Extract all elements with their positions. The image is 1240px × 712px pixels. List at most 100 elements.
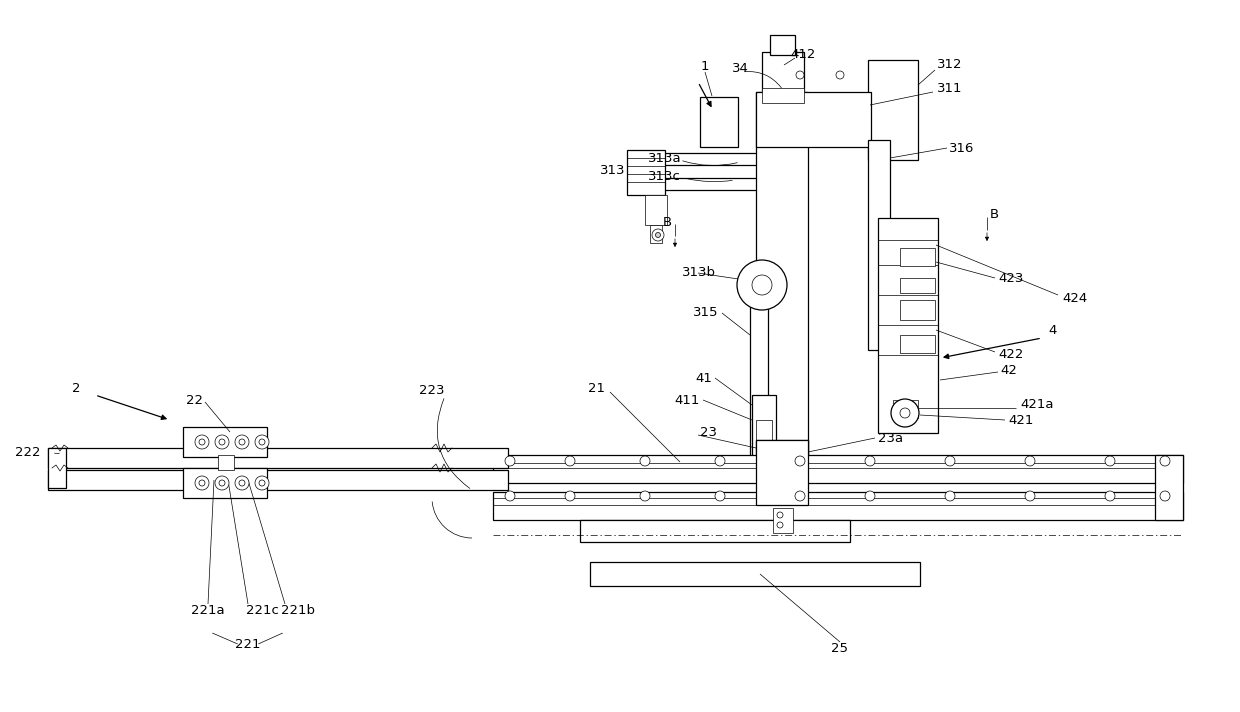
Bar <box>218 455 234 470</box>
Text: 316: 316 <box>950 142 975 155</box>
Circle shape <box>796 71 804 79</box>
Bar <box>893 400 918 418</box>
Text: 34: 34 <box>732 61 749 75</box>
Text: 4: 4 <box>1048 323 1056 337</box>
Circle shape <box>640 456 650 466</box>
Circle shape <box>1159 456 1171 466</box>
Bar <box>756 92 808 460</box>
Circle shape <box>795 456 805 466</box>
Text: 423: 423 <box>998 271 1023 285</box>
Bar <box>900 335 935 353</box>
Circle shape <box>198 439 205 445</box>
Text: 313a: 313a <box>649 152 682 164</box>
Bar <box>48 470 508 490</box>
Circle shape <box>866 456 875 466</box>
Circle shape <box>259 439 265 445</box>
Bar <box>756 440 808 505</box>
Circle shape <box>255 476 269 490</box>
Circle shape <box>751 275 773 295</box>
Text: 221b: 221b <box>281 604 315 617</box>
Text: 311: 311 <box>937 81 962 95</box>
Bar <box>756 92 808 460</box>
Text: 421a: 421a <box>1021 399 1054 412</box>
Bar <box>645 195 667 225</box>
Circle shape <box>892 399 919 427</box>
Circle shape <box>195 476 210 490</box>
Bar <box>868 60 918 160</box>
Circle shape <box>795 491 805 501</box>
Circle shape <box>1025 456 1035 466</box>
Circle shape <box>640 491 650 501</box>
Bar <box>756 440 808 472</box>
Text: 22: 22 <box>186 394 203 407</box>
Bar <box>48 448 508 468</box>
Text: 23a: 23a <box>878 431 903 444</box>
Bar <box>627 150 665 195</box>
Bar <box>900 278 935 293</box>
Circle shape <box>239 439 246 445</box>
Text: 313: 313 <box>599 164 625 177</box>
Circle shape <box>215 435 229 449</box>
Text: 222: 222 <box>15 446 40 459</box>
Text: 23: 23 <box>701 426 717 439</box>
Circle shape <box>236 435 249 449</box>
Text: 2: 2 <box>72 382 81 394</box>
Circle shape <box>866 491 875 501</box>
Bar <box>701 97 738 147</box>
Text: 422: 422 <box>998 348 1023 362</box>
Circle shape <box>777 512 782 518</box>
Circle shape <box>900 408 910 418</box>
Text: 424: 424 <box>1061 291 1087 305</box>
Bar <box>751 395 776 460</box>
Bar <box>756 92 870 147</box>
Circle shape <box>505 456 515 466</box>
Bar <box>184 427 267 457</box>
Text: 421: 421 <box>1008 414 1033 426</box>
Circle shape <box>945 491 955 501</box>
Circle shape <box>715 456 725 466</box>
Text: 223: 223 <box>419 384 445 397</box>
Text: 42: 42 <box>999 364 1017 377</box>
Bar <box>750 300 768 460</box>
Circle shape <box>239 480 246 486</box>
Bar <box>900 248 935 266</box>
Circle shape <box>1105 456 1115 466</box>
Text: 221c: 221c <box>246 604 279 617</box>
Bar <box>900 300 935 320</box>
Bar <box>494 492 1183 520</box>
Bar <box>756 440 808 505</box>
Bar <box>494 455 1183 483</box>
Circle shape <box>1159 491 1171 501</box>
Circle shape <box>255 435 269 449</box>
Bar <box>184 468 267 498</box>
Circle shape <box>565 456 575 466</box>
Text: 1: 1 <box>701 61 709 73</box>
Circle shape <box>945 456 955 466</box>
Bar <box>756 440 808 472</box>
Bar <box>590 562 920 586</box>
Bar <box>48 448 66 488</box>
Text: 412: 412 <box>790 48 816 61</box>
Circle shape <box>715 491 725 501</box>
Text: 313b: 313b <box>682 266 715 278</box>
Circle shape <box>198 480 205 486</box>
Bar <box>756 420 773 440</box>
Circle shape <box>219 480 224 486</box>
Bar <box>763 52 804 94</box>
Text: 221a: 221a <box>191 604 224 617</box>
Circle shape <box>777 522 782 528</box>
Bar <box>773 508 794 533</box>
Circle shape <box>259 480 265 486</box>
Bar <box>868 140 890 350</box>
Bar <box>770 35 795 55</box>
Text: 25: 25 <box>832 642 848 654</box>
Circle shape <box>1025 491 1035 501</box>
Text: 41: 41 <box>696 372 712 384</box>
Circle shape <box>1105 491 1115 501</box>
Circle shape <box>565 491 575 501</box>
Circle shape <box>219 439 224 445</box>
Bar <box>763 88 804 103</box>
Circle shape <box>195 435 210 449</box>
Circle shape <box>836 71 844 79</box>
Text: 312: 312 <box>937 58 962 71</box>
